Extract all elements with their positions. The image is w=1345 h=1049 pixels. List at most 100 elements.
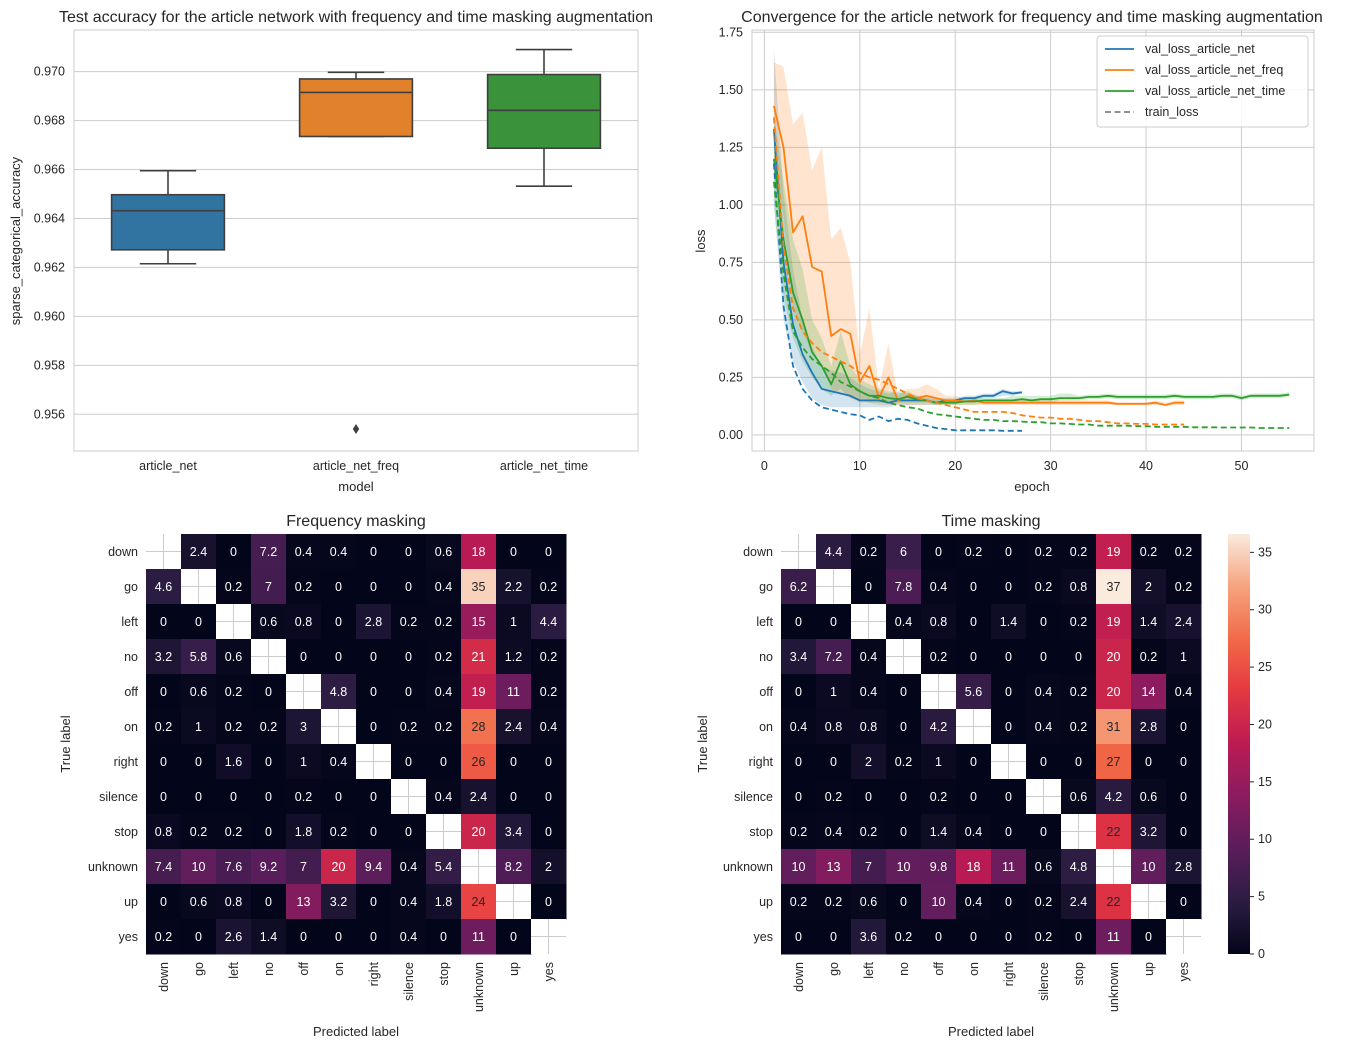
heatmap-frequency-cell xyxy=(216,919,252,955)
heatmap-frequency-cell-value: 0.2 xyxy=(225,685,242,699)
heatmap-time-cell xyxy=(1061,569,1097,605)
heatmap-time-cell-value: 0 xyxy=(1145,755,1152,769)
heatmap-time-cell-value: 37 xyxy=(1107,580,1121,594)
heatmap-time-cell xyxy=(1131,604,1167,640)
heatmap-frequency-cell-value: 2.4 xyxy=(470,790,487,804)
heatmap-time-cell xyxy=(1166,534,1202,570)
heatmap-frequency-cell xyxy=(216,534,252,570)
heatmap-time-cell-value: 0 xyxy=(795,790,802,804)
heatmap-frequency-cell xyxy=(251,849,287,885)
heatmap-frequency-cell-value: 0.2 xyxy=(400,720,417,734)
heatmap-frequency-cell-value: 0.2 xyxy=(330,825,347,839)
heatmap-time-cell-value: 0 xyxy=(1005,930,1012,944)
heatmap-time-ytick-label: silence xyxy=(734,790,773,804)
heatmap-frequency-cell xyxy=(531,639,567,675)
heatmap-time-cell xyxy=(1166,744,1202,780)
heatmap-time-cell-value: 1.4 xyxy=(930,825,947,839)
heatmap-time-cell xyxy=(956,744,992,780)
heatmap-time-cell-value: 18 xyxy=(967,860,981,874)
heatmap-time-cell-value: 0 xyxy=(970,930,977,944)
heatmap-time-cell xyxy=(1061,709,1097,745)
heatmap-frequency-cell-value: 2 xyxy=(545,860,552,874)
heatmap-frequency-cell xyxy=(286,884,322,920)
heatmap-frequency-cell xyxy=(391,709,427,745)
heatmap-time-cell-value: 1 xyxy=(1180,650,1187,664)
heatmap-frequency-cell-value: 0 xyxy=(405,825,412,839)
heatmap-frequency-cell xyxy=(461,709,497,745)
heatmap-time-cell-value: 0 xyxy=(795,755,802,769)
heatmap-time-cell xyxy=(1096,674,1132,710)
heatmap-time-cell xyxy=(921,569,957,605)
lineplot-xtick-label: 30 xyxy=(1044,459,1058,473)
heatmap-frequency-cell xyxy=(426,779,462,815)
heatmap-frequency-cell xyxy=(286,849,322,885)
lineplot-ytick-label: 0.75 xyxy=(719,255,743,269)
heatmap-frequency-cell-value: 0.4 xyxy=(330,755,347,769)
heatmap-time-cell xyxy=(921,884,957,920)
series-line-train_loss_article_net_time xyxy=(773,181,1290,429)
heatmap-frequency-cell xyxy=(426,604,462,640)
series-line-train_loss_article_net_freq xyxy=(773,117,1185,426)
heatmap-time-cell-value: 0 xyxy=(1145,930,1152,944)
heatmap-frequency-cell-value: 0.2 xyxy=(295,790,312,804)
heatmap-time-cell xyxy=(816,849,852,885)
heatmap-frequency-cell-value: 0 xyxy=(335,650,342,664)
heatmap-time-cell-value: 0 xyxy=(1180,825,1187,839)
heatmap-frequency-xlabel: Predicted label xyxy=(313,1024,399,1039)
heatmap-frequency-cell xyxy=(356,779,392,815)
heatmap-frequency-cell-value: 0.6 xyxy=(190,895,207,909)
heatmap-frequency-cell-value: 1 xyxy=(195,720,202,734)
heatmap-time-cell xyxy=(1131,744,1167,780)
heatmap-frequency-cell-value: 3 xyxy=(300,720,307,734)
heatmap-frequency-cell-value: 0 xyxy=(265,685,272,699)
heatmap-time-cell xyxy=(781,569,817,605)
heatmap-frequency-cell-value: 3.2 xyxy=(330,895,347,909)
heatmap-frequency-cell xyxy=(251,744,287,780)
heatmap-frequency-cell xyxy=(216,674,252,710)
box-iqr xyxy=(486,73,602,150)
colorbar-tick-label: 25 xyxy=(1258,660,1272,674)
heatmap-frequency-xtick-label: down xyxy=(157,962,171,992)
heatmap-frequency-cell-value: 0.4 xyxy=(435,790,452,804)
heatmap-time-cell-value: 0 xyxy=(795,685,802,699)
heatmap-frequency-cell-value: 35 xyxy=(472,580,486,594)
heatmap-frequency-cell xyxy=(216,849,252,885)
heatmap-frequency-ytick-label: right xyxy=(114,755,139,769)
heatmap-time-cell-value: 0.4 xyxy=(790,720,807,734)
heatmap-time-cell xyxy=(956,604,992,640)
heatmap-frequency-cell xyxy=(146,814,182,850)
heatmap-time-cell-value: 0.2 xyxy=(895,755,912,769)
heatmap-frequency-cell xyxy=(356,604,392,640)
heatmap-frequency-xtick-label: stop xyxy=(437,962,451,986)
heatmap-frequency-cell-value: 0.4 xyxy=(400,895,417,909)
boxplot-ylabel: sparse_categorical_accuracy xyxy=(8,156,23,325)
boxplot-title: Test accuracy for the article network wi… xyxy=(59,9,653,26)
heatmap-time-xtick-label: yes xyxy=(1177,962,1191,981)
heatmap-frequency-cell xyxy=(216,814,252,850)
heatmap-frequency-ytick-label: up xyxy=(124,895,138,909)
heatmap-time-cell xyxy=(816,674,852,710)
heatmap-time-ytick-label: down xyxy=(743,545,773,559)
heatmap-time-ytick-label: yes xyxy=(754,930,773,944)
heatmap-frequency-cell-value: 0.2 xyxy=(260,720,277,734)
heatmap-time-cell-value: 0.2 xyxy=(1140,650,1157,664)
heatmap-frequency-cell-value: 0 xyxy=(335,615,342,629)
lineplot-ytick-label: 1.00 xyxy=(719,198,743,212)
heatmap-time-cell-value: 0 xyxy=(865,790,872,804)
heatmap-time-cell-value: 0 xyxy=(1005,825,1012,839)
heatmap-frequency-cell-value: 2.4 xyxy=(190,545,207,559)
heatmap-time-cell xyxy=(781,639,817,675)
heatmap-time-cell-value: 0.2 xyxy=(1175,580,1192,594)
heatmap-frequency-cell xyxy=(286,814,322,850)
heatmap-time-cell xyxy=(816,779,852,815)
heatmap-time-cell-value: 22 xyxy=(1107,895,1121,909)
heatmap-time-cell xyxy=(991,534,1027,570)
heatmap-frequency-cell xyxy=(461,639,497,675)
heatmap-frequency-cell xyxy=(251,534,287,570)
heatmap-frequency-cell-value: 9.4 xyxy=(365,860,382,874)
heatmap-frequency-ytick-label: no xyxy=(124,650,138,664)
heatmap-frequency-cell-value: 0 xyxy=(195,790,202,804)
heatmap-frequency-cell xyxy=(426,569,462,605)
heatmap-frequency-cell xyxy=(391,884,427,920)
heatmap-time-cell-value: 2.4 xyxy=(1175,615,1192,629)
